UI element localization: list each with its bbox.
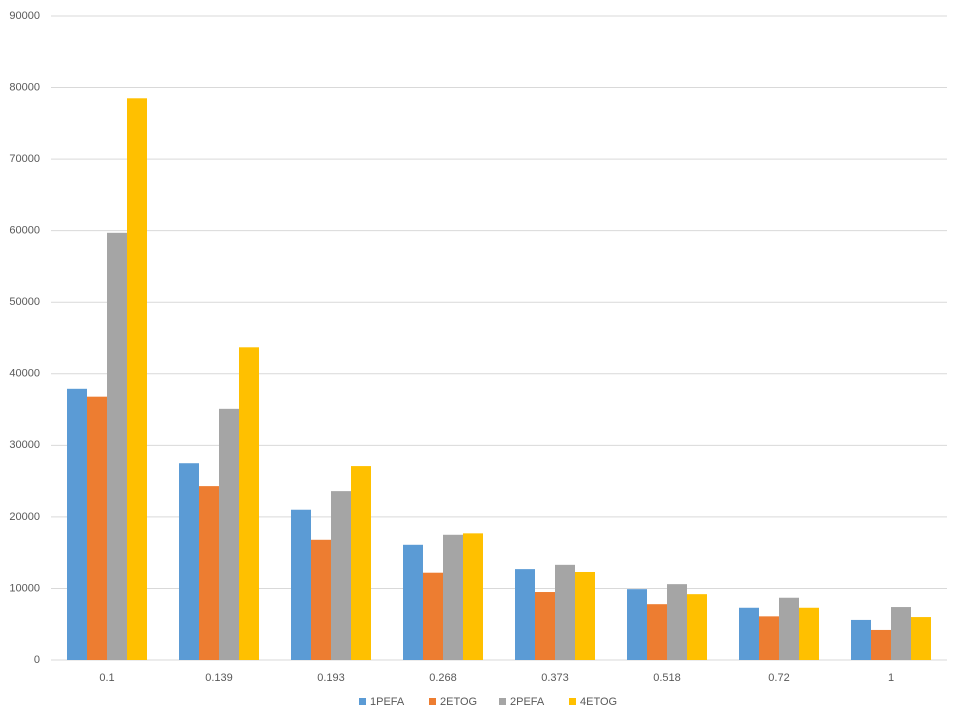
x-tick-label: 0.139 — [205, 672, 233, 684]
bar — [687, 594, 707, 660]
x-tick-label: 0.72 — [768, 672, 789, 684]
y-tick-label: 20000 — [9, 511, 40, 523]
bar — [535, 592, 555, 660]
x-tick-label: 0.373 — [541, 672, 569, 684]
bar — [351, 466, 371, 660]
bar — [107, 232, 127, 660]
bar — [219, 408, 239, 660]
bar — [87, 396, 107, 660]
bar — [179, 463, 199, 660]
bar — [331, 491, 351, 660]
legend-label: 1PEFA — [370, 696, 405, 708]
legend-label: 2PEFA — [510, 696, 545, 708]
legend-swatch — [569, 698, 576, 705]
bar — [291, 509, 311, 660]
bar — [443, 534, 463, 660]
bar — [515, 569, 535, 660]
legend-label: 4ETOG — [580, 696, 617, 708]
bar — [239, 347, 259, 660]
bar — [311, 539, 331, 660]
x-tick-label: 0.1 — [99, 672, 114, 684]
bar — [627, 589, 647, 660]
bar — [851, 619, 871, 660]
y-tick-label: 50000 — [9, 296, 40, 308]
legend-swatch — [499, 698, 506, 705]
bar — [403, 544, 423, 660]
y-tick-label: 80000 — [9, 81, 40, 93]
y-tick-label: 90000 — [9, 10, 40, 22]
bar — [199, 486, 219, 660]
bar — [463, 533, 483, 660]
bar — [911, 617, 931, 660]
bar — [423, 572, 443, 660]
legend-swatch — [429, 698, 436, 705]
bar — [127, 98, 147, 661]
bar — [667, 584, 687, 660]
bar — [67, 388, 87, 660]
bar — [891, 607, 911, 660]
bar — [647, 604, 667, 660]
bar — [759, 616, 779, 660]
y-tick-label: 10000 — [9, 582, 40, 594]
y-tick-label: 60000 — [9, 225, 40, 237]
legend-label: 2ETOG — [440, 696, 477, 708]
y-tick-label: 40000 — [9, 368, 40, 380]
x-tick-label: 1 — [888, 672, 894, 684]
legend-swatch — [359, 698, 366, 705]
bar — [575, 571, 595, 660]
y-tick-label: 70000 — [9, 153, 40, 165]
bar — [799, 607, 819, 660]
bar — [779, 597, 799, 660]
x-tick-label: 0.193 — [317, 672, 345, 684]
bar — [555, 564, 575, 660]
y-tick-label: 30000 — [9, 439, 40, 451]
bar — [871, 629, 891, 660]
x-tick-label: 0.268 — [429, 672, 457, 684]
x-tick-label: 0.518 — [653, 672, 681, 684]
bar — [739, 607, 759, 660]
y-tick-label: 0 — [34, 654, 40, 666]
